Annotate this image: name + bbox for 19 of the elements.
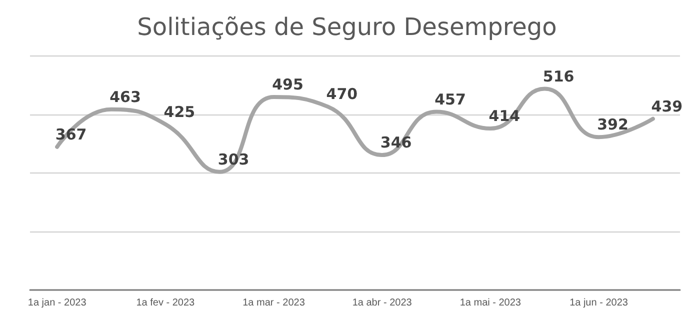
data-label: 367 (55, 125, 87, 144)
x-tick-label: 1a abr - 2023 (352, 298, 412, 308)
data-label: 346 (380, 134, 412, 152)
data-label: 470 (326, 85, 358, 104)
data-label: 495 (272, 75, 304, 94)
x-tick-label: 1a mar - 2023 (242, 298, 306, 308)
x-tick-label: 1a mai - 2023 (460, 298, 522, 308)
x-tick-label: 1a jan - 2023 (28, 298, 87, 308)
x-tick-label: 1a jun - 2023 (570, 298, 628, 308)
data-label: 457 (434, 90, 466, 108)
data-label: 516 (542, 67, 574, 86)
x-tick-label: 1a fev - 2023 (136, 298, 196, 308)
data-label: 303 (218, 150, 250, 168)
data-label: 414 (488, 107, 520, 126)
data-label: 392 (597, 116, 628, 134)
data-label: 425 (164, 102, 196, 121)
chart-title: Solitiações de Seguro Desemprego (137, 13, 557, 41)
data-label: 439 (651, 97, 683, 116)
data-label: 463 (110, 88, 141, 106)
